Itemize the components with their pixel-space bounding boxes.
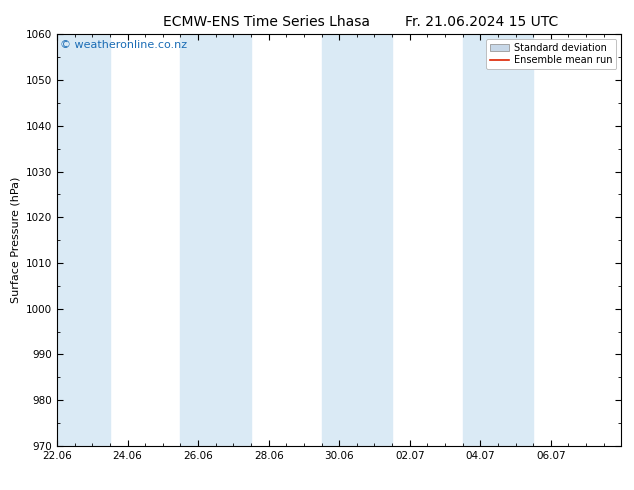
Text: ECMW-ENS Time Series Lhasa: ECMW-ENS Time Series Lhasa (163, 15, 370, 29)
Bar (321, 34, 392, 446)
Bar (181, 34, 251, 446)
Text: © weatheronline.co.nz: © weatheronline.co.nz (60, 41, 187, 50)
Bar (57, 34, 110, 446)
Bar (463, 34, 533, 446)
Y-axis label: Surface Pressure (hPa): Surface Pressure (hPa) (10, 177, 20, 303)
Legend: Standard deviation, Ensemble mean run: Standard deviation, Ensemble mean run (486, 39, 616, 69)
Text: Fr. 21.06.2024 15 UTC: Fr. 21.06.2024 15 UTC (405, 15, 559, 29)
